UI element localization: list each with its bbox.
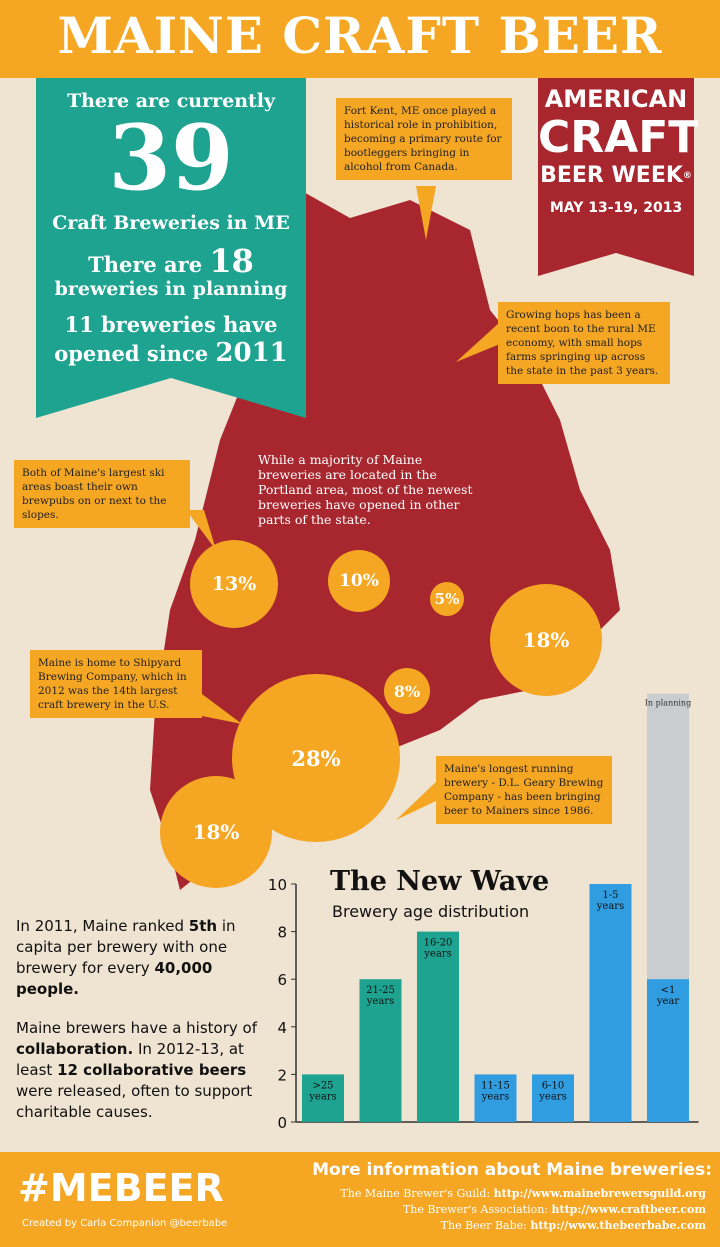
ribbon-line2: CRAFT (538, 112, 699, 163)
planning-number: 18 (209, 242, 254, 280)
collab-word: collaboration. (16, 1040, 134, 1058)
fact-collaboration: Maine brewers have a history of collabor… (16, 1018, 276, 1123)
link-url[interactable]: http://www.thebeerbabe.com (530, 1219, 706, 1232)
link-name: The Brewer's Association: (402, 1203, 548, 1216)
stat-opened-line-2: opened since 2011 (36, 338, 306, 368)
y-tick-label: 8 (277, 924, 287, 942)
ribbon-dates: MAY 13-19, 2013 (549, 200, 683, 216)
callout-hops: Growing hops has been a recent boon to t… (498, 302, 670, 384)
link-row-beerbabe: The Beer Babe: http://www.thebeerbabe.co… (262, 1218, 706, 1234)
bar (474, 1074, 517, 1122)
opened-post: opened since (54, 341, 209, 366)
bubble-18-east: 18% (490, 584, 602, 696)
callout-shipyard: Maine is home to Shipyard Brewing Compan… (30, 650, 202, 718)
header-banner (0, 0, 720, 78)
bubble-5: 5% (430, 582, 464, 616)
bubble-8: 8% (384, 668, 430, 714)
callout-shipyard-pointer (202, 694, 242, 724)
stat-brewery-label: Craft Breweries in ME (52, 212, 290, 234)
bubble-10: 10% (328, 550, 390, 612)
stat-intro: There are currently (66, 90, 276, 112)
bar (647, 979, 689, 1122)
collab-mid: In 2012-13, at least (16, 1040, 244, 1079)
bubble-18-west: 18% (160, 776, 272, 888)
bar-label: 21-25 years (366, 985, 395, 1007)
bar-label-in-planning: In planning (645, 699, 691, 708)
callout-geary-pointer (396, 780, 438, 820)
y-tick-label: 10 (268, 876, 287, 894)
ribbon-reg: ® (682, 171, 692, 181)
ribbon-line3-text: BEER WEEK (540, 163, 683, 188)
map-note: While a majority of Maine breweries are … (258, 452, 473, 527)
credit: Created by Carla Companion @beerbabe (22, 1218, 228, 1229)
collab-pre: Maine brewers have a history of (16, 1019, 257, 1037)
collab-count: 12 collaborative beers (57, 1061, 247, 1079)
bar-label: >25 years (308, 1080, 336, 1102)
bar (417, 931, 459, 1122)
callout-fort-kent-pointer (416, 186, 436, 240)
chart-title: The New Wave (330, 866, 550, 897)
ribbon-line3: BEER WEEK® (538, 162, 694, 190)
ribbon-text: AMERICAN CRAFT BEER WEEK® MAY 13-19, 201… (538, 84, 699, 216)
rank-value: 5th (188, 917, 218, 935)
brewery-age-chart: 0 2 4 6 8 10 In planning >25 years 21-25 years 16-2… (268, 693, 699, 1132)
callout-ski: Both of Maine's largest ski areas boast … (14, 460, 190, 528)
ribbon-line1: AMERICAN (544, 85, 688, 113)
y-tick-label: 2 (277, 1066, 287, 1084)
bar (359, 979, 402, 1122)
more-info-title: More information about Maine breweries: (312, 1160, 712, 1180)
collab-post: were released, often to support charitab… (16, 1082, 253, 1121)
link-name: The Beer Babe: (440, 1219, 527, 1232)
stat-planning-line: There are 18 (36, 242, 306, 280)
bar (302, 1074, 344, 1122)
bar-label: <1 year (656, 985, 680, 1007)
page-title: MAINE CRAFT BEER (57, 6, 663, 65)
y-tick-label: 4 (277, 1019, 287, 1037)
beer-week-ribbon (538, 78, 694, 276)
link-row-guild: The Maine Brewer's Guild: http://www.mai… (262, 1186, 706, 1202)
hashtag: #MEBEER (18, 1166, 224, 1210)
planning-pre: There are (88, 252, 203, 277)
stat-opened-line: 11 breweries have (64, 312, 278, 337)
footer-bar (0, 1152, 720, 1247)
bar-label: 11-15 years (481, 1080, 510, 1102)
bar-label: 1-5 years (596, 890, 624, 912)
link-name: The Maine Brewer's Guild: (340, 1187, 491, 1200)
bar (589, 884, 632, 1122)
stat-brewery-count: 39 (108, 105, 234, 211)
footer-links: The Maine Brewer's Guild: http://www.mai… (262, 1186, 706, 1234)
stat-planning-label: breweries in planning (54, 278, 288, 300)
bar (532, 1074, 574, 1122)
opened-year: 2011 (215, 338, 288, 368)
rank-people: 40,000 people. (16, 959, 213, 998)
link-row-association: The Brewer's Association: http://www.cra… (262, 1202, 706, 1218)
stats-pennant (36, 78, 306, 418)
rank-mid: in capita per brewery with one brewery f… (16, 917, 236, 977)
bar-label: 6-10 years (538, 1080, 566, 1102)
fact-rank: In 2011, Maine ranked 5th in capita per … (16, 916, 276, 1000)
callout-fort-kent: Fort Kent, ME once played a historical r… (336, 98, 512, 180)
callout-ski-pointer (186, 510, 216, 550)
callout-geary: Maine's longest running brewery - D.L. G… (436, 756, 612, 824)
bar-label: 16-20 years (423, 938, 452, 960)
link-url[interactable]: http://www.mainebrewersguild.org (493, 1187, 706, 1200)
rank-pre: In 2011, Maine ranked (16, 917, 184, 935)
link-url[interactable]: http://www.craftbeer.com (551, 1203, 707, 1216)
y-tick-label: 0 (277, 1114, 287, 1132)
chart-subtitle: Brewery age distribution (332, 902, 530, 921)
bubble-13: 13% (190, 540, 278, 628)
y-tick-label: 6 (277, 971, 287, 989)
callout-hops-pointer (456, 322, 500, 362)
